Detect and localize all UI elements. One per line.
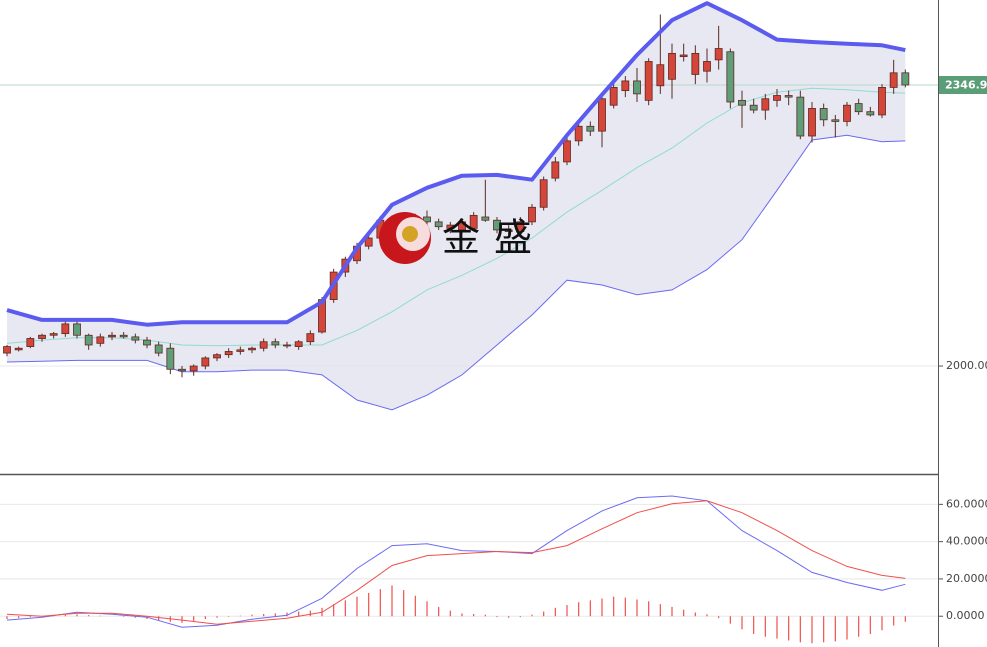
last-price-label: 2346.95 (945, 79, 987, 92)
candle-body (294, 341, 303, 347)
candle-body (224, 351, 233, 356)
candle-body (609, 86, 618, 106)
candle-body (364, 237, 373, 247)
candle-body (493, 219, 501, 231)
watermark-logo-core (402, 226, 418, 242)
band-upper (6, 1, 906, 327)
candle-body (178, 368, 186, 372)
candle-body (26, 338, 35, 347)
candle-body (726, 51, 735, 103)
candle-body (108, 334, 116, 338)
candle-body (201, 357, 210, 367)
candle-body (3, 346, 11, 354)
candle-body (516, 221, 525, 232)
candle-body (166, 347, 175, 370)
candle-body (189, 365, 198, 372)
candle-body (469, 214, 478, 229)
candle-body (143, 339, 151, 346)
candle-body (434, 221, 443, 228)
y-tick-label: 20.0000 (946, 572, 987, 585)
y-tick-label: 2000.00 (946, 359, 987, 372)
candle-body (703, 61, 711, 72)
candle-body (784, 95, 793, 98)
candle-body (656, 64, 665, 87)
candle-body (808, 108, 816, 137)
candle-body (843, 104, 851, 122)
candle-body (458, 221, 466, 231)
candle-body (773, 95, 781, 101)
macd-line (6, 495, 906, 628)
candle-body (213, 354, 221, 359)
y-tick-label: 40.0000 (946, 535, 987, 548)
band-lower (6, 134, 906, 411)
candle-body (679, 54, 688, 58)
candle-body (819, 108, 828, 121)
candle-body (96, 336, 105, 344)
candle-body (283, 344, 291, 347)
candle-body (796, 96, 805, 137)
candle-body (528, 206, 536, 223)
candle-body (878, 86, 886, 116)
candle-body (14, 347, 23, 351)
candle-body (119, 334, 128, 338)
candle-body (38, 334, 46, 339)
candle-body (259, 341, 268, 349)
candle-body (49, 333, 58, 336)
candle-body (738, 99, 746, 106)
candle-body (481, 216, 490, 221)
candle-body (306, 333, 315, 343)
candle-body (84, 334, 93, 346)
candle-body (586, 125, 595, 132)
candle-body (271, 341, 280, 346)
candle-body (504, 229, 513, 232)
macd-line (6, 500, 906, 625)
candle-body (831, 119, 840, 122)
candle-body (866, 111, 875, 116)
candle-body (423, 216, 431, 223)
watermark-text: 金盛 (442, 216, 546, 260)
y-tick-label: 0.0000 (946, 609, 985, 622)
candle-body (446, 224, 455, 229)
candle-body (633, 80, 641, 95)
watermark: 金盛 (379, 212, 546, 264)
candle-body (574, 125, 583, 142)
band-fill (7, 3, 906, 410)
candle-body (621, 80, 630, 92)
candle-body (668, 52, 676, 80)
last-price-tag (939, 76, 987, 95)
candle-body (154, 344, 163, 354)
candle-body (714, 48, 723, 61)
candle-body (901, 72, 910, 86)
candle-body (131, 336, 140, 341)
candle-body (73, 323, 81, 336)
candle-body (248, 347, 256, 351)
candle-body (236, 349, 245, 352)
candle-body (551, 161, 560, 179)
y-tick-label: 60.0000 (946, 497, 987, 510)
candle-body (854, 103, 863, 113)
candle-body (563, 140, 571, 163)
candle-body (691, 52, 700, 75)
candle-body (61, 323, 70, 335)
candle-body (644, 61, 653, 101)
candle-body (761, 98, 770, 111)
candle-body (598, 98, 606, 132)
candle-body (539, 179, 548, 208)
candle-body (749, 104, 758, 111)
candle-body (889, 72, 898, 88)
